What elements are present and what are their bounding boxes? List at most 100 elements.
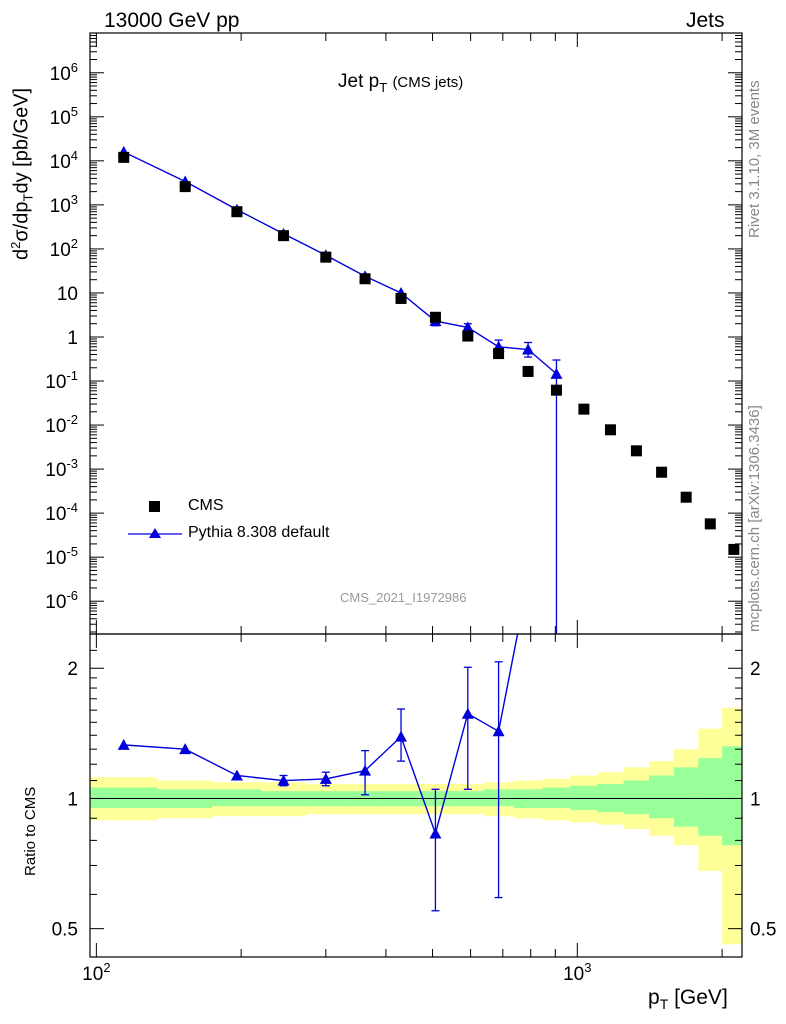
mc-series-group: [117, 145, 563, 634]
legend-square-marker: [149, 501, 160, 512]
tick-exponent: 3: [71, 192, 78, 207]
ratio-point: [395, 730, 408, 742]
uncertainty-band-inner: [212, 789, 262, 807]
ratio-y-tick-label-right: 2: [750, 659, 761, 680]
data-point: [728, 543, 740, 555]
uncertainty-band-inner: [649, 775, 675, 819]
data-point: [179, 181, 191, 193]
tick-base: 10: [57, 284, 78, 305]
data-point: [278, 230, 290, 242]
ratio-y-tick-label: 0.5: [52, 920, 78, 941]
rivet-version-label: Rivet 3.1.10, 3M events: [746, 80, 763, 238]
data-point: [522, 365, 534, 377]
ratio-y-tick-label: 2: [67, 659, 78, 680]
y-tick-label: 10-3: [45, 456, 78, 481]
tick-base: 10: [50, 196, 71, 217]
ratio-point: [461, 707, 474, 719]
data-point: [231, 206, 243, 218]
y-tick-label: 10-4: [45, 500, 78, 525]
x-tick-label: 103: [563, 960, 591, 985]
y-tick-label: 103: [50, 192, 78, 217]
data-point: [493, 348, 505, 360]
data-point: [118, 151, 130, 163]
tick-base: 10: [45, 548, 66, 569]
data-point: [680, 491, 692, 503]
tick-exponent: 2: [71, 236, 78, 251]
y-tick-label: 105: [50, 104, 78, 129]
data-point: [578, 403, 590, 415]
tick-exponent: -6: [66, 588, 78, 603]
data-point: [462, 330, 474, 342]
y-tick-label: 10-6: [45, 588, 78, 613]
y-tick-label: 10-5: [45, 544, 78, 569]
tick-exponent: -1: [66, 368, 78, 383]
uncertainty-band-inner: [722, 746, 742, 846]
y-tick-label: 104: [50, 148, 78, 173]
legend: CMS Pythia 8.308 default: [126, 495, 386, 555]
tick-exponent: 3: [584, 960, 591, 975]
data-point: [550, 384, 562, 396]
uncertainty-band-inner: [623, 780, 650, 815]
main-panel: 10610510410310210110-110-210-310-410-510…: [45, 32, 743, 635]
tick-base: 10: [82, 964, 103, 985]
reference-label: CMS_2021_I1972986: [340, 590, 467, 605]
legend-label-data: CMS: [188, 497, 224, 514]
tick-exponent: -2: [66, 412, 78, 427]
ratio-point: [359, 764, 372, 776]
plot-title-suffix: (CMS jets): [392, 74, 464, 91]
y-tick-label: 10: [57, 284, 78, 305]
tick-base: 10: [50, 240, 71, 261]
data-point: [429, 311, 441, 323]
tick-exponent: 2: [103, 960, 110, 975]
ratio-series-group: [117, 574, 534, 912]
tick-exponent: 5: [71, 104, 78, 119]
x-axis-label: pT [GeV]: [648, 986, 728, 1013]
mc-line: [123, 151, 557, 375]
plot-title-main: Jet p: [338, 71, 380, 92]
tick-base: 10: [45, 416, 66, 437]
y-tick-label: 10-1: [45, 368, 78, 393]
uncertainty-band-inner: [698, 758, 723, 836]
tick-base: 10: [50, 64, 71, 85]
ratio-y-axis-label: Ratio to CMS: [22, 786, 39, 876]
ratio-point: [277, 774, 290, 786]
ratio-band-group: [90, 707, 742, 945]
ratio-point: [117, 738, 130, 750]
source-label: mcplots.cern.ch [arXiv:1306.3436]: [746, 405, 763, 632]
uncertainty-band-inner: [570, 785, 598, 811]
tick-base: 10: [45, 592, 66, 613]
ratio-point: [319, 772, 332, 784]
legend-triangle-marker: [149, 528, 161, 538]
ratio-point: [522, 574, 534, 585]
tick-exponent: -4: [66, 500, 78, 515]
y-tick-label: 10-2: [45, 412, 78, 437]
tick-exponent: -3: [66, 456, 78, 471]
y-tick-label: 1: [67, 328, 78, 349]
tick-exponent: 6: [71, 60, 78, 75]
tick-base: 10: [50, 108, 71, 129]
tick-base: 10: [45, 372, 66, 393]
data-point: [359, 273, 371, 285]
mc-point: [461, 321, 474, 333]
data-point: [704, 518, 716, 530]
ratio-point: [492, 725, 505, 737]
plot-title-sub: T: [379, 79, 388, 95]
tick-base: 10: [45, 504, 66, 525]
tick-base: 10: [563, 964, 584, 985]
data-point: [395, 292, 407, 304]
y-tick-label: 102: [50, 236, 78, 261]
data-point: [604, 424, 616, 436]
ratio-y-tick-label: 1: [67, 789, 78, 810]
ratio-y-tick-label-right: 1: [750, 789, 761, 810]
tick-exponent: 4: [71, 148, 78, 163]
ratio-point: [179, 743, 192, 755]
energy-label: 13000 GeV pp: [104, 9, 240, 32]
plot-title: Jet pT (CMS jets): [338, 71, 463, 95]
uncertainty-band-inner: [542, 787, 571, 809]
y-tick-label: 106: [50, 60, 78, 85]
ratio-frame: [89, 633, 743, 958]
category-label: Jets: [686, 9, 725, 32]
y-axis-label: d2σ/dpTdy [pb/GeV]: [8, 87, 36, 260]
ratio-point: [230, 769, 243, 781]
